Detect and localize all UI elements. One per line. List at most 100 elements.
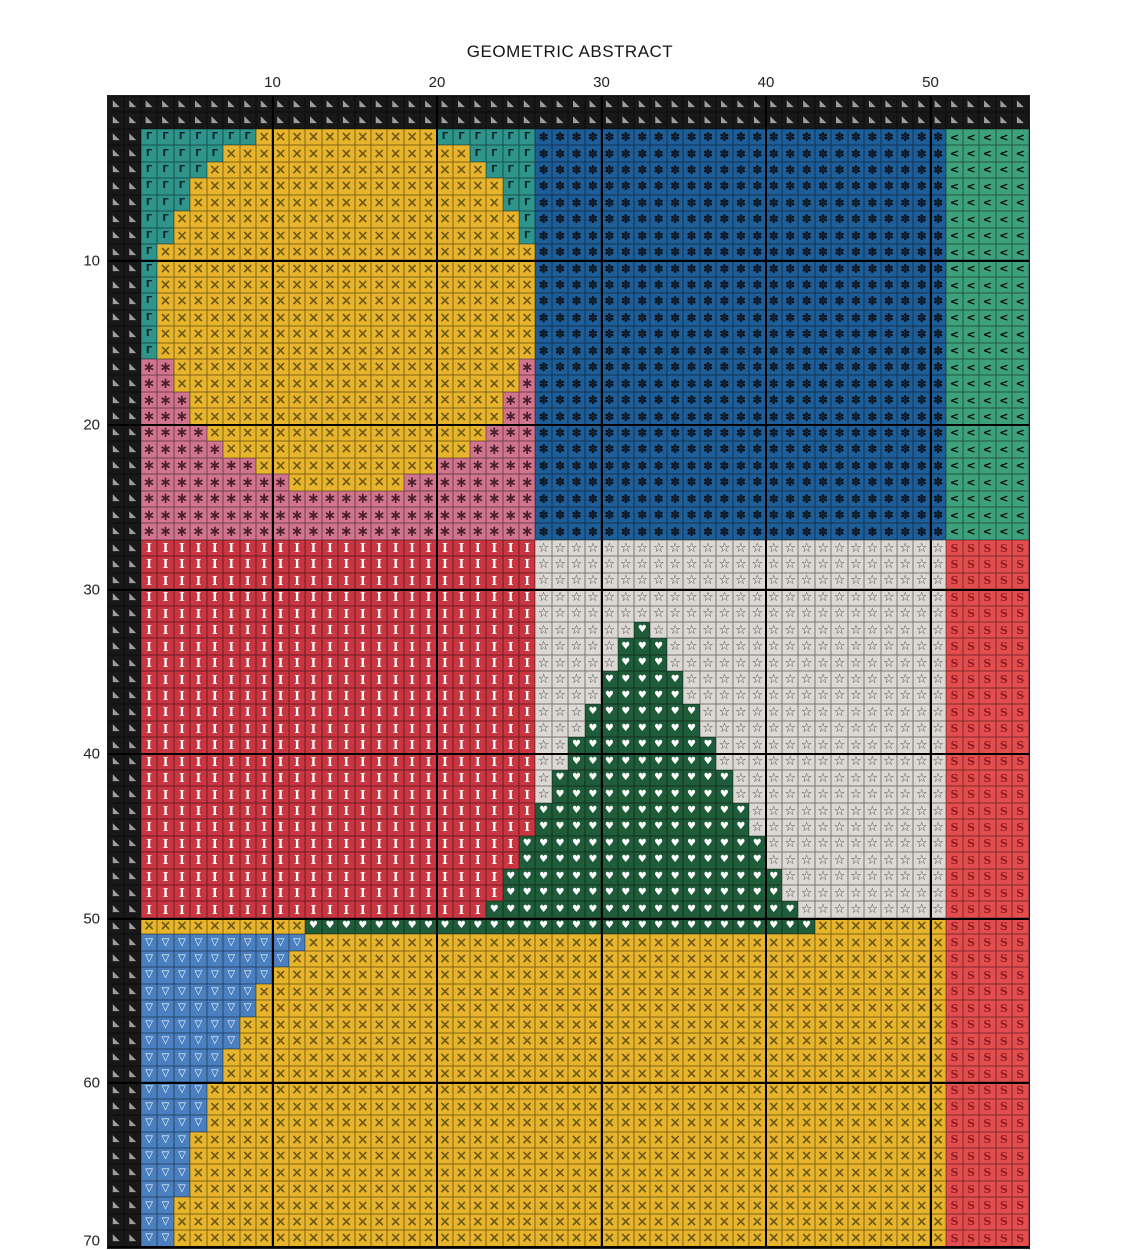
- stitch-cell: ×: [436, 342, 454, 359]
- stitch-cell: ✽: [732, 342, 750, 359]
- stitch-cell: ☆: [831, 720, 848, 738]
- stitch-cell: <: [979, 391, 996, 409]
- stitch-cell: S: [1012, 819, 1029, 836]
- stitch-cell: ▽: [190, 1082, 207, 1099]
- stitch-cell: ×: [880, 983, 897, 1001]
- stitch-cell: S: [979, 934, 996, 951]
- stitch-cell: ×: [206, 1164, 224, 1181]
- stitch-cell: ✽: [535, 523, 552, 540]
- stitch-cell: ♥: [650, 885, 667, 902]
- stitch-cell: ✽: [814, 309, 832, 327]
- stitch-cell: ×: [765, 1180, 782, 1198]
- stitch-cell: I: [518, 802, 536, 820]
- stitch-cell: ☆: [568, 539, 585, 557]
- stitch-cell: ×: [880, 1049, 897, 1066]
- stitch-cell: ×: [634, 1164, 651, 1181]
- stitch-cell: ×: [864, 1230, 881, 1247]
- stitch-cell: I: [403, 720, 421, 738]
- stitch-cell: ×: [765, 950, 782, 968]
- stitch-cell: ×: [913, 1065, 930, 1083]
- stitch-cell: ♥: [666, 704, 684, 721]
- stitch-cell: ♥: [650, 819, 667, 836]
- stitch-cell: ×: [321, 950, 339, 968]
- stitch-cell: ☆: [913, 638, 930, 655]
- stitch-cell: ×: [387, 1230, 404, 1247]
- stitch-cell: ×: [420, 983, 437, 1001]
- stitch-cell: ✽: [617, 441, 634, 458]
- stitch-cell: ✽: [650, 326, 667, 343]
- stitch-cell: ×: [650, 1180, 667, 1198]
- stitch-cell: S: [979, 687, 996, 705]
- stitch-cell: ♥: [716, 852, 733, 869]
- stitch-cell: ✽: [798, 506, 815, 524]
- stitch-cell: ☆: [617, 556, 634, 573]
- stitch-cell: ☆: [765, 720, 782, 738]
- stitch-cell: ∗: [190, 474, 207, 491]
- stitch-cell: ✽: [913, 506, 930, 524]
- stitch-cell: ×: [749, 1000, 766, 1017]
- stitch-cell: <: [946, 474, 963, 491]
- stitch-cell: ✽: [584, 145, 602, 162]
- stitch-cell: ✽: [765, 145, 782, 162]
- stitch-cell: ×: [518, 309, 536, 327]
- stitch-cell: ×: [650, 1131, 667, 1148]
- stitch-cell: ×: [486, 1000, 503, 1017]
- stitch-cell: I: [518, 654, 536, 672]
- stitch-cell: ×: [436, 1148, 454, 1165]
- stitch-cell: I: [206, 671, 224, 688]
- stitch-cell: ×: [716, 1082, 733, 1099]
- stitch-cell: ×: [798, 1000, 815, 1017]
- stitch-cell: I: [403, 885, 421, 902]
- stitch-cell: S: [995, 786, 1013, 803]
- stitch-cell: ✽: [716, 243, 733, 261]
- stitch-cell: I: [371, 720, 388, 738]
- stitch-cell: ✽: [847, 178, 865, 195]
- stitch-cell: ∗: [453, 506, 470, 524]
- stitch-cell: ×: [568, 967, 585, 984]
- stitch-cell: ×: [880, 1065, 897, 1083]
- stitch-cell: ×: [190, 309, 207, 327]
- stitch-cell: ◣: [108, 950, 125, 968]
- stitch-cell: ×: [453, 227, 470, 244]
- stitch-cell: ×: [354, 359, 371, 376]
- stitch-cell: ×: [338, 178, 355, 195]
- stitch-cell: I: [223, 753, 240, 770]
- stitch-cell: I: [173, 835, 191, 853]
- stitch-cell: ×: [486, 1115, 503, 1132]
- stitch-cell: ☆: [880, 687, 897, 705]
- stitch-cell: ×: [683, 1197, 700, 1214]
- stitch-cell: ✽: [847, 293, 865, 310]
- stitch-cell: ×: [749, 967, 766, 984]
- stitch-cell: I: [338, 802, 355, 820]
- stitch-cell: ♥: [683, 901, 700, 918]
- stitch-cell: ◣: [814, 96, 832, 113]
- stitch-cell: ×: [683, 1180, 700, 1198]
- stitch-cell: I: [338, 539, 355, 557]
- stitch-cell: S: [1012, 835, 1029, 853]
- stitch-cell: ♥: [634, 901, 651, 918]
- stitch-cell: ✽: [814, 178, 832, 195]
- stitch-cell: ✽: [617, 523, 634, 540]
- stitch-cell: ☆: [716, 539, 733, 557]
- stitch-cell: ×: [634, 1148, 651, 1165]
- stitch-cell: ▽: [140, 1098, 158, 1116]
- stitch-cell: ×: [831, 917, 848, 935]
- stitch-cell: ✽: [634, 309, 651, 327]
- stitch-cell: ✽: [699, 161, 717, 179]
- stitch-cell: ☆: [683, 572, 700, 590]
- stitch-cell: ✽: [634, 490, 651, 507]
- stitch-cell: I: [190, 704, 207, 721]
- stitch-cell: ♥: [781, 917, 799, 935]
- stitch-cell: ×: [223, 243, 240, 261]
- stitch-cell: ×: [420, 1065, 437, 1083]
- stitch-cell: ◣: [108, 622, 125, 639]
- stitch-cell: I: [453, 835, 470, 853]
- stitch-cell: ♥: [568, 901, 585, 918]
- stitch-cell: ✽: [617, 293, 634, 310]
- stitch-cell: ✽: [601, 391, 618, 409]
- stitch-cell: ×: [897, 1049, 914, 1066]
- stitch-cell: ×: [716, 983, 733, 1001]
- stitch-cell: ✽: [897, 276, 914, 294]
- stitch-cell: ×: [387, 983, 404, 1001]
- stitch-cell: ×: [453, 211, 470, 228]
